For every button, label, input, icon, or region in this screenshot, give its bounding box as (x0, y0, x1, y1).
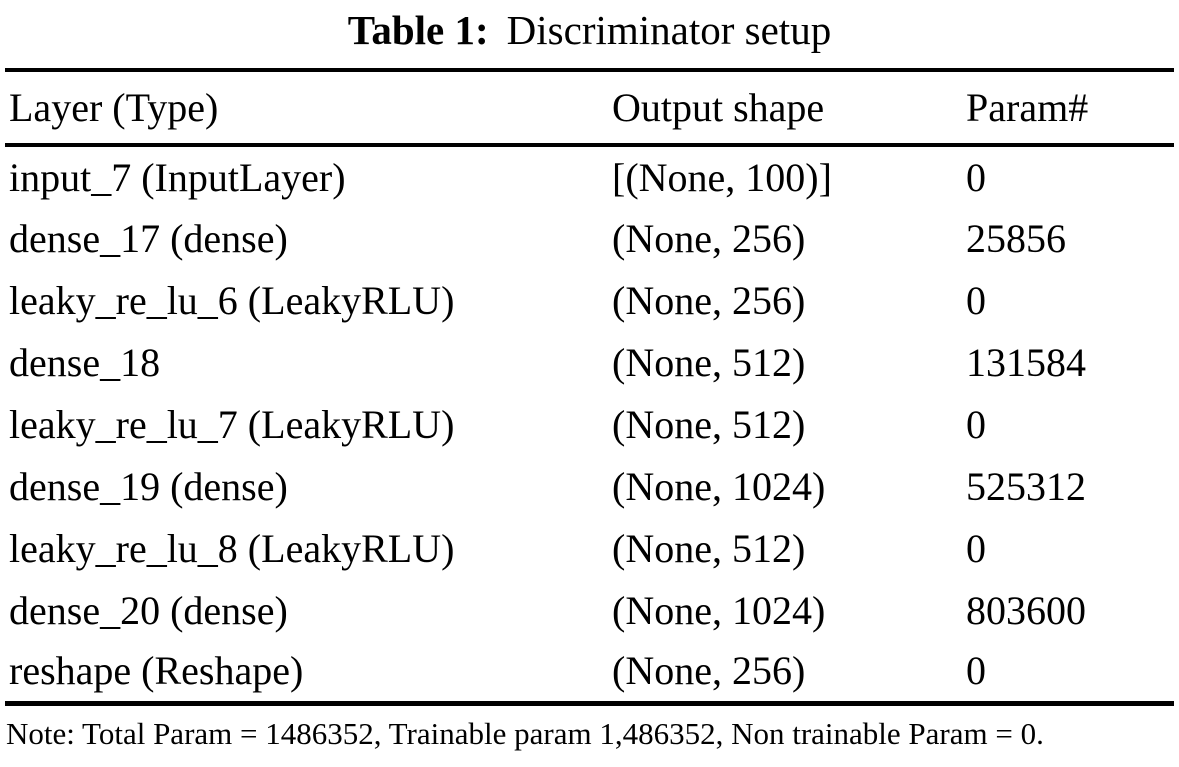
table-caption: Table 1: Discriminator setup (0, 0, 1179, 66)
table-row: input_7 (InputLayer) [(None, 100)] 0 (5, 145, 1174, 207)
table-row: leaky_re_lu_8 (LeakyRLU) (None, 512) 0 (5, 517, 1174, 579)
cell-shape: (None, 512) (612, 525, 806, 571)
table-row: dense_19 (dense) (None, 1024) 525312 (5, 455, 1174, 517)
cell-shape: (None, 512) (612, 339, 806, 385)
cell-shape: (None, 1024) (612, 463, 826, 509)
cell-params: 25856 (966, 215, 1066, 261)
cell-layer: leaky_re_lu_6 (LeakyRLU) (9, 277, 455, 323)
cell-layer: leaky_re_lu_8 (LeakyRLU) (9, 525, 455, 571)
cell-params: 525312 (966, 463, 1086, 509)
cell-layer: dense_19 (dense) (9, 463, 288, 509)
cell-params: 0 (966, 525, 986, 571)
table-row: dense_20 (dense) (None, 1024) 803600 (5, 579, 1174, 641)
cell-layer: leaky_re_lu_7 (LeakyRLU) (9, 401, 455, 447)
table-header-row: Layer (Type) Output shape Param# (5, 70, 1174, 147)
table-row: dense_17 (dense) (None, 256) 25856 (5, 207, 1174, 269)
cell-layer: dense_20 (dense) (9, 587, 288, 633)
cell-params: 0 (966, 401, 986, 447)
cell-shape: (None, 256) (612, 277, 806, 323)
column-header-layer-type: Layer (Type) (5, 70, 612, 147)
cell-shape: (None, 256) (612, 648, 806, 694)
cell-params: 0 (966, 277, 986, 323)
table-caption-label: Table 1: (347, 7, 489, 53)
cell-layer: reshape (Reshape) (9, 648, 304, 694)
cell-params: 131584 (966, 339, 1086, 385)
discriminator-setup-table: Layer (Type) Output shape Param# input_7… (5, 68, 1174, 706)
table-row: leaky_re_lu_6 (LeakyRLU) (None, 256) 0 (5, 269, 1174, 331)
cell-params: 803600 (966, 587, 1086, 633)
cell-shape: (None, 1024) (612, 587, 826, 633)
column-header-param-count: Param# (966, 70, 1174, 147)
table-caption-title: Discriminator setup (506, 7, 832, 53)
table-row: reshape (Reshape) (None, 256) 0 (5, 641, 1174, 703)
cell-shape: (None, 512) (612, 401, 806, 447)
cell-layer: dense_18 (9, 339, 161, 385)
cell-layer: input_7 (InputLayer) (9, 154, 346, 200)
cell-shape: [(None, 100)] (612, 154, 832, 200)
table-row: leaky_re_lu_7 (LeakyRLU) (None, 512) 0 (5, 393, 1174, 455)
cell-layer: dense_17 (dense) (9, 215, 288, 261)
column-header-output-shape: Output shape (612, 70, 966, 147)
cell-params: 0 (966, 154, 986, 200)
table-row: dense_18 (None, 512) 131584 (5, 331, 1174, 393)
cell-shape: (None, 256) (612, 215, 806, 261)
cell-params: 0 (966, 648, 986, 694)
table-note: Note: Total Param = 1486352, Trainable p… (6, 715, 1044, 751)
